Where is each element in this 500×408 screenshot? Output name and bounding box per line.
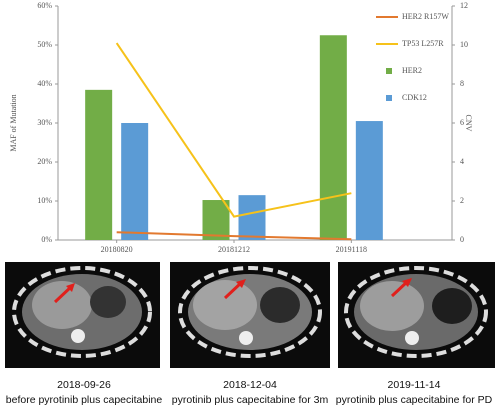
y-tick-label: 50%	[37, 40, 52, 49]
y2-tick-label: 0	[460, 235, 464, 244]
y2-tick-label: 4	[460, 157, 464, 166]
panel-date: 2018-12-04	[223, 379, 277, 391]
ct-images	[5, 262, 495, 368]
legend-swatch	[386, 68, 392, 74]
legend-label: TP53 L257R	[402, 39, 444, 48]
y-tick-label: 10%	[37, 196, 52, 205]
y-tick-label: 0%	[41, 235, 52, 244]
y2-tick-label: 6	[460, 118, 464, 127]
y2-axis-label: CNV	[464, 115, 473, 132]
panel-date: 2018-09-26	[57, 379, 111, 391]
bar	[202, 200, 230, 240]
x-tick-label: 20180820	[101, 245, 133, 254]
y2-tick-label: 8	[460, 79, 464, 88]
bar	[355, 121, 383, 240]
ct-image	[170, 262, 330, 368]
legend-label: HER2 R157W	[402, 12, 449, 21]
y-tick-label: 40%	[37, 79, 52, 88]
y-axis-label: MAF of Mutation	[9, 94, 18, 151]
bar	[85, 89, 113, 240]
y-tick-label: 60%	[37, 1, 52, 10]
bar	[121, 123, 149, 240]
x-tick-label: 20181212	[218, 245, 250, 254]
ct-image	[338, 262, 495, 368]
panel-date: 2019-11-14	[388, 379, 441, 391]
y2-tick-label: 2	[460, 196, 464, 205]
line	[115, 42, 352, 218]
y2-tick-label: 12	[460, 1, 468, 10]
y2-tick-label: 10	[460, 40, 468, 49]
bar	[238, 195, 266, 240]
legend-label: HER2	[402, 66, 422, 75]
line	[116, 231, 352, 241]
legend-label: CDK12	[402, 93, 427, 102]
bar	[319, 35, 347, 240]
x-tick-label: 20191118	[336, 245, 367, 254]
panel-caption: pyrotinib plus capecitabine for PD	[336, 394, 493, 406]
panel-caption: before pyrotinib plus capecitabine	[6, 394, 163, 406]
y-tick-label: 30%	[37, 118, 52, 127]
panel-caption: pyrotinib plus capecitabine for 3m	[172, 394, 329, 406]
ct-image	[5, 262, 160, 368]
y-tick-label: 20%	[37, 157, 52, 166]
legend-swatch	[386, 95, 392, 101]
